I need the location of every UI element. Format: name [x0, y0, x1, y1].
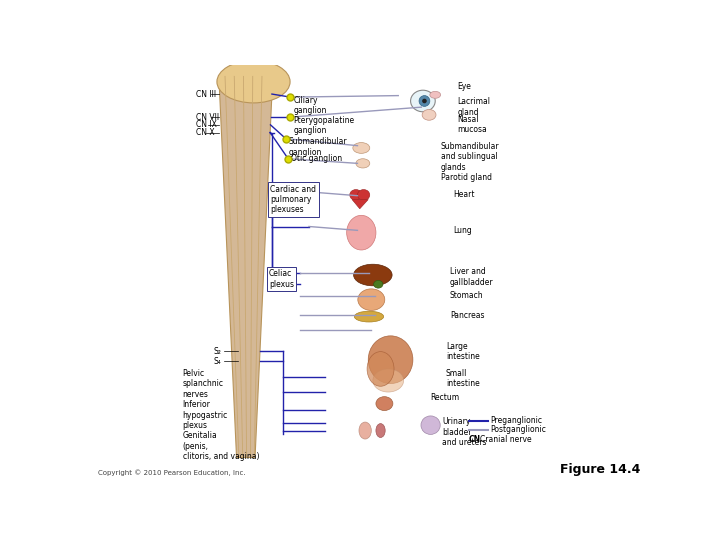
Ellipse shape	[368, 336, 413, 383]
Text: Otic ganglion: Otic ganglion	[291, 154, 342, 163]
Ellipse shape	[419, 96, 430, 106]
Text: CN X: CN X	[196, 128, 215, 137]
Ellipse shape	[353, 143, 370, 153]
Ellipse shape	[354, 264, 392, 286]
Text: S₂: S₂	[213, 347, 221, 356]
Text: Postganglionic: Postganglionic	[490, 426, 546, 434]
Text: CN: CN	[469, 435, 481, 443]
Ellipse shape	[217, 60, 290, 103]
Text: Nasal
mucosa: Nasal mucosa	[457, 115, 487, 134]
Ellipse shape	[346, 215, 376, 250]
Text: CN III: CN III	[196, 90, 216, 99]
Ellipse shape	[350, 190, 362, 200]
Text: Figure 14.4: Figure 14.4	[559, 463, 640, 476]
Ellipse shape	[356, 159, 370, 168]
Ellipse shape	[367, 352, 394, 386]
Ellipse shape	[354, 311, 384, 322]
Text: Pterygopalatine
ganglion: Pterygopalatine ganglion	[294, 116, 355, 135]
Polygon shape	[219, 76, 273, 457]
Ellipse shape	[376, 423, 385, 437]
Ellipse shape	[376, 397, 393, 410]
Text: CN IX: CN IX	[196, 120, 217, 130]
Text: Stomach: Stomach	[450, 291, 483, 300]
Text: CN VII: CN VII	[196, 113, 219, 122]
Ellipse shape	[422, 99, 427, 103]
Text: Rectum: Rectum	[431, 393, 460, 402]
Ellipse shape	[422, 110, 436, 120]
Text: Lacrimal
gland: Lacrimal gland	[457, 97, 490, 117]
Text: Liver and
gallbladder: Liver and gallbladder	[450, 267, 493, 287]
Text: Celiac
plexus: Celiac plexus	[269, 269, 294, 288]
Text: Urinary
bladder
and ureters: Urinary bladder and ureters	[442, 417, 487, 447]
Text: Cardiac and
pulmonary
plexuses: Cardiac and pulmonary plexuses	[271, 185, 317, 214]
Ellipse shape	[359, 422, 372, 439]
Text: Copyright © 2010 Pearson Education, Inc.: Copyright © 2010 Pearson Education, Inc.	[98, 469, 246, 476]
Ellipse shape	[410, 90, 435, 112]
Text: Eye: Eye	[457, 82, 472, 91]
Polygon shape	[352, 200, 368, 209]
Ellipse shape	[358, 289, 384, 310]
Ellipse shape	[357, 190, 370, 200]
Text: Submandibular
and sublingual
glands
Parotid gland: Submandibular and sublingual glands Paro…	[441, 142, 499, 182]
Ellipse shape	[421, 416, 440, 434]
Ellipse shape	[373, 369, 404, 392]
Text: Preganglionic: Preganglionic	[490, 416, 543, 425]
Text: Heart: Heart	[454, 190, 475, 199]
Text: Ciliary
ganglion: Ciliary ganglion	[294, 96, 327, 115]
Text: Submandibular
ganglion: Submandibular ganglion	[289, 137, 348, 157]
Ellipse shape	[430, 91, 441, 98]
Text: Small
intestine: Small intestine	[446, 369, 480, 388]
Text: Pancreas: Pancreas	[450, 310, 485, 320]
Text: S₄: S₄	[213, 357, 221, 366]
Text: Lung: Lung	[454, 226, 472, 235]
Text: Large
intestine: Large intestine	[446, 342, 480, 361]
Text: Pelvic
splanchnic
nerves
Inferior
hypogastric
plexus
Genitalia
(penis,
clitoris,: Pelvic splanchnic nerves Inferior hypoga…	[183, 369, 259, 461]
Text: Cranial nerve: Cranial nerve	[480, 435, 531, 443]
Ellipse shape	[374, 280, 383, 288]
